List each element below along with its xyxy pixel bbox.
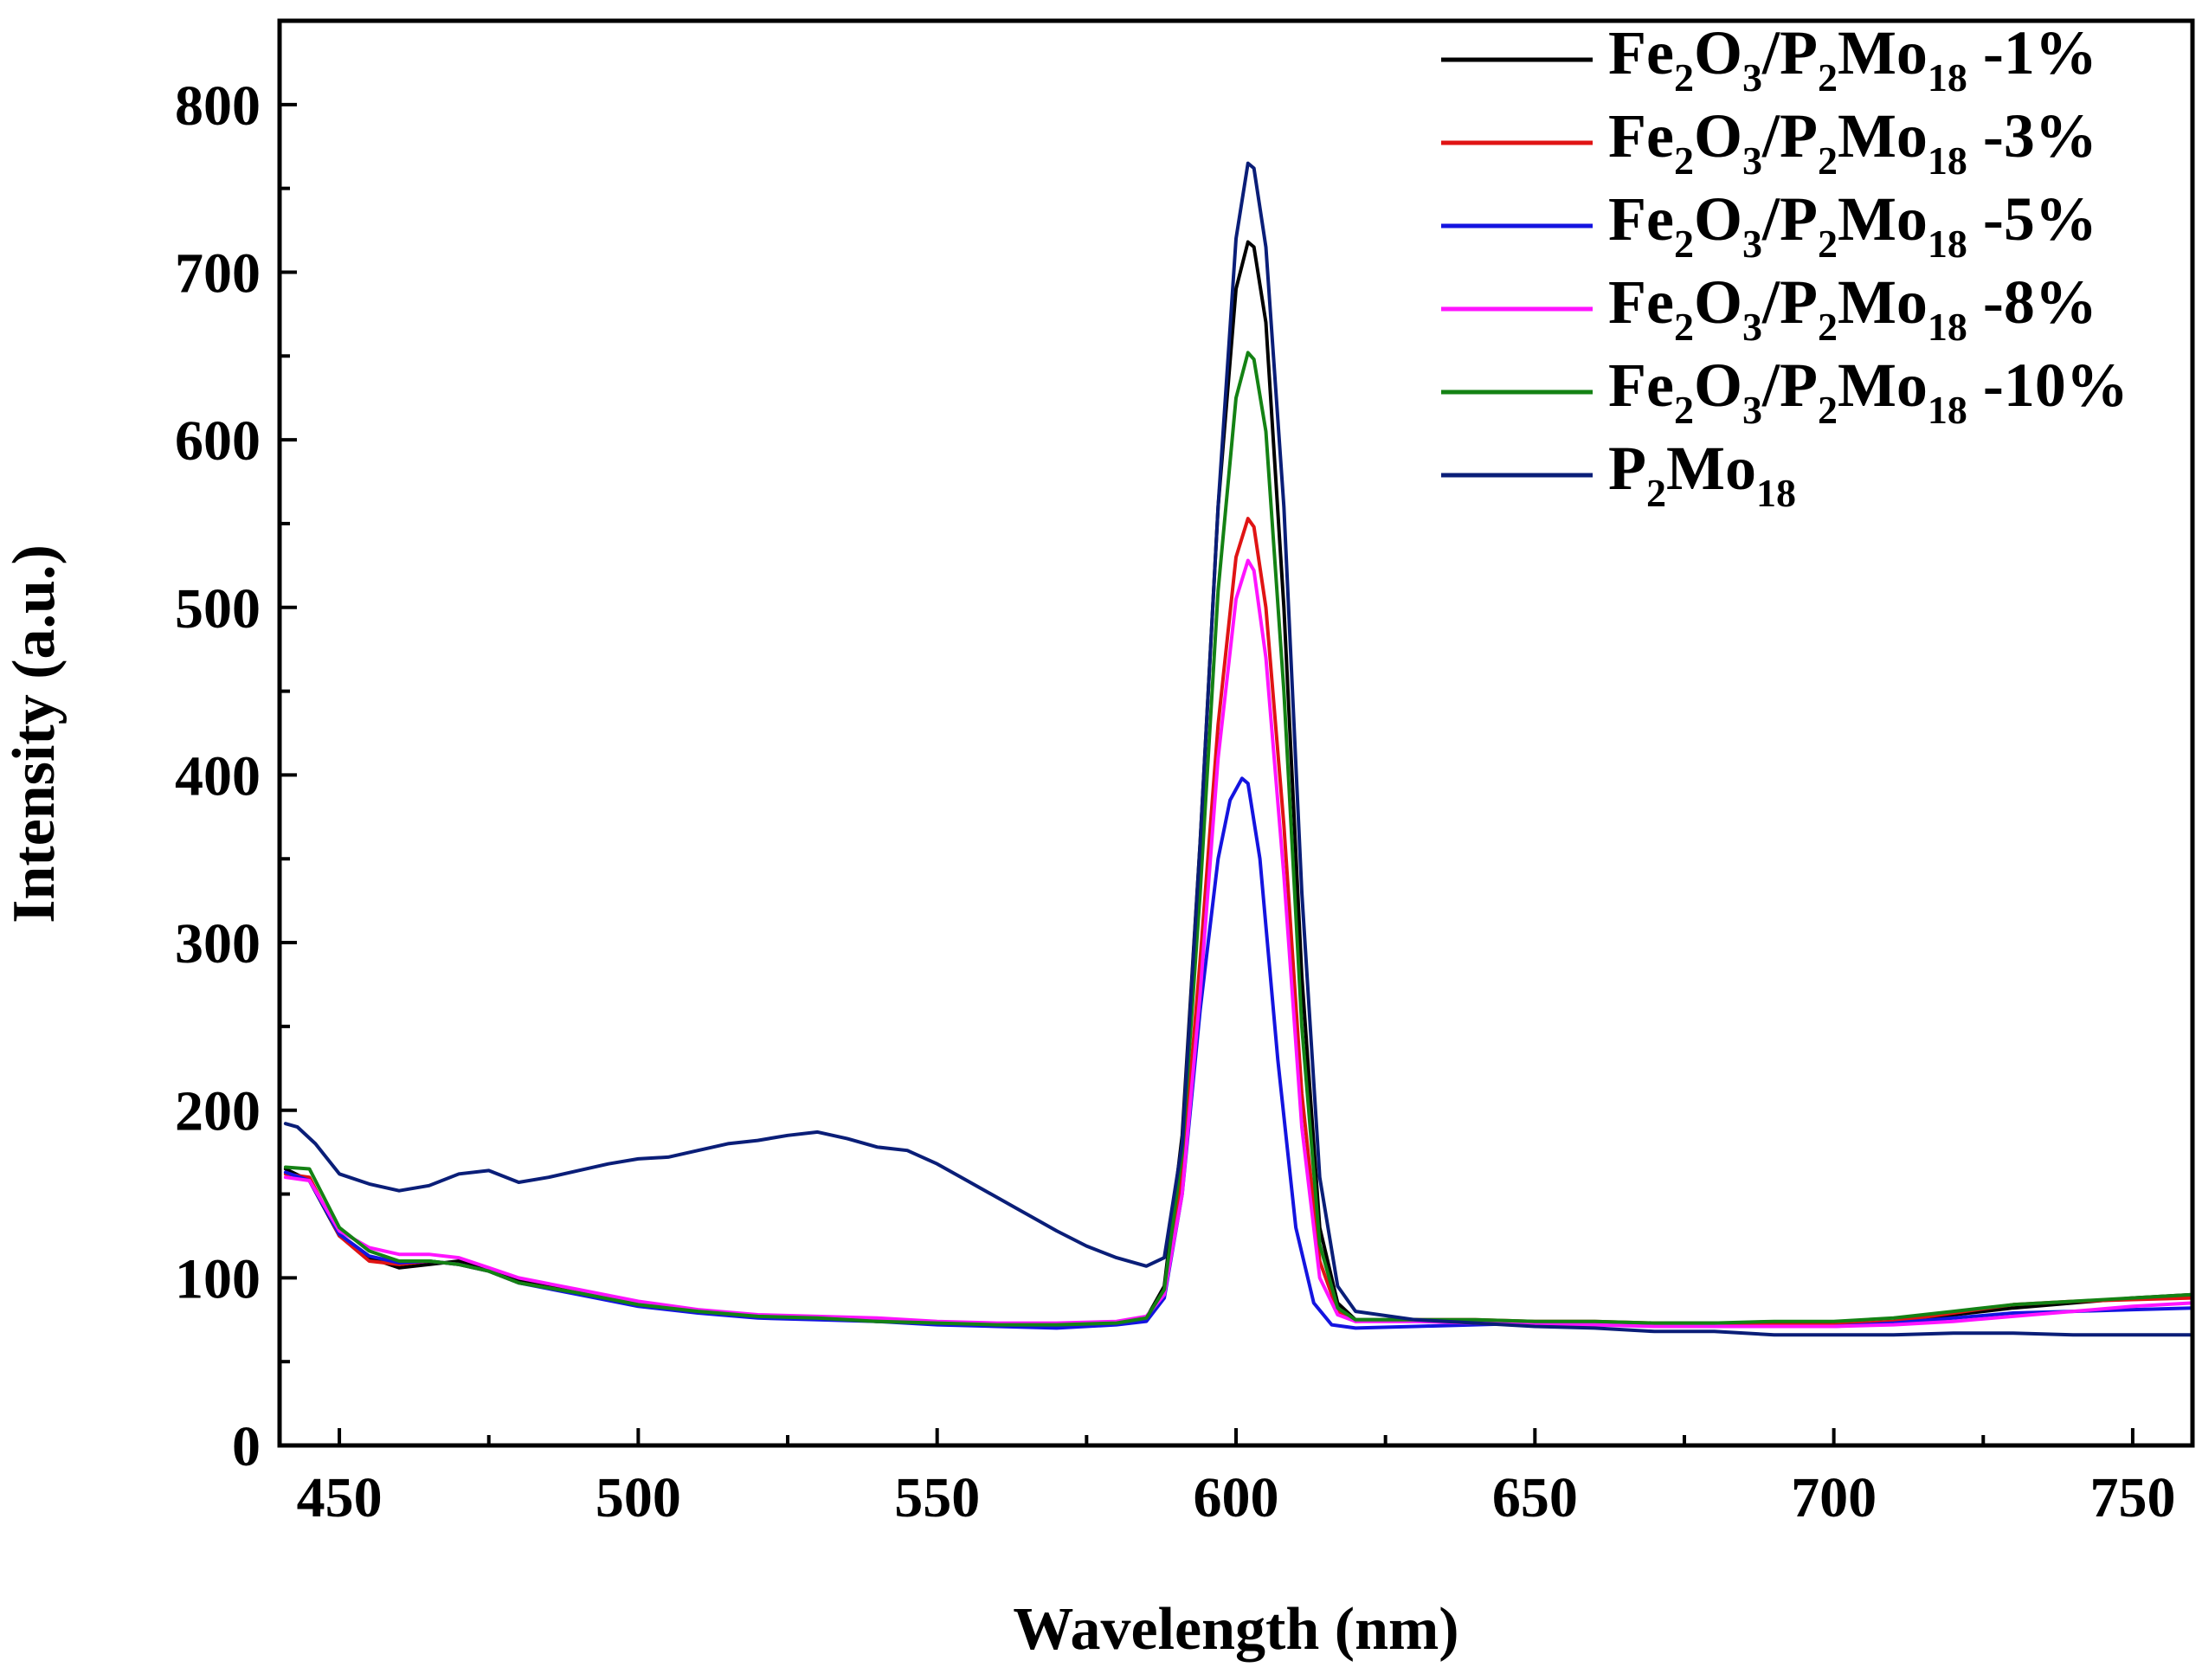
y-tick-label: 0 bbox=[232, 1415, 261, 1478]
series-layer bbox=[283, 161, 2194, 1337]
x-tick-label: 650 bbox=[1492, 1466, 1578, 1529]
series-line-6 bbox=[283, 161, 2194, 1337]
y-tick-label: 200 bbox=[175, 1080, 261, 1143]
legend-label-5: Fe2O3/P2Mo18 -10% bbox=[1608, 351, 2128, 432]
legend-label-3: Fe2O3/P2Mo18 -5% bbox=[1608, 184, 2097, 266]
x-tick-label: 550 bbox=[894, 1466, 980, 1529]
y-axis-title: Intensity (a.u.) bbox=[1, 544, 68, 924]
series-line-3 bbox=[283, 776, 2194, 1330]
y-tick-label: 500 bbox=[175, 577, 261, 640]
x-tick-label: 450 bbox=[297, 1466, 383, 1529]
x-tick-label: 500 bbox=[596, 1466, 681, 1529]
y-tick-label: 800 bbox=[175, 74, 261, 138]
x-tick-label: 600 bbox=[1194, 1466, 1279, 1529]
legend: Fe2O3/P2Mo18 -1%Fe2O3/P2Mo18 -3%Fe2O3/P2… bbox=[1441, 18, 2128, 515]
x-tick-label: 700 bbox=[1791, 1466, 1877, 1529]
legend-label-4: Fe2O3/P2Mo18 -8% bbox=[1608, 267, 2097, 349]
y-tick-label: 100 bbox=[175, 1247, 261, 1310]
axis-tick-labels: 450 500 550 600 650 700 750 0 100 200 300 400 500 600… bbox=[175, 74, 2175, 1529]
y-tick-label: 600 bbox=[175, 409, 261, 473]
y-tick-label: 700 bbox=[175, 241, 261, 305]
y-tick-label: 300 bbox=[175, 912, 261, 975]
x-axis-title: Wavelength (nm) bbox=[1013, 1596, 1458, 1663]
legend-label-2: Fe2O3/P2Mo18 -3% bbox=[1608, 101, 2097, 183]
series-line-2 bbox=[283, 517, 2194, 1327]
legend-label-1: Fe2O3/P2Mo18 -1% bbox=[1608, 18, 2097, 100]
legend-label-6: P2Mo18 bbox=[1608, 434, 1796, 515]
series-line-5 bbox=[283, 351, 2194, 1327]
y-tick-label: 400 bbox=[175, 744, 261, 808]
x-tick-label: 750 bbox=[2089, 1466, 2175, 1529]
series-line-4 bbox=[283, 558, 2194, 1329]
axis-ticks bbox=[280, 19, 2134, 1447]
